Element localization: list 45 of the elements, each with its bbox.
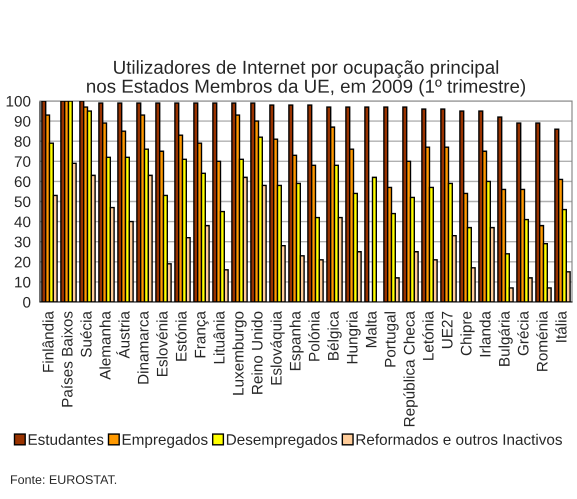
y-tick-label: 30 — [14, 236, 30, 248]
x-tick-label: Bélgica — [327, 311, 342, 360]
legend-label: Reformados e outros Inactivos — [356, 434, 562, 445]
x-tick-label: Irlanda — [479, 311, 491, 356]
x-tick-label: Suécia — [80, 311, 92, 358]
x-tick-label: Chipre — [460, 312, 475, 356]
x-tick-label: Dinamarca — [137, 311, 149, 384]
y-tick-label: 100 — [6, 96, 30, 107]
x-tick-label: Luxemburgo — [232, 312, 247, 395]
y-tick-label: 60 — [14, 176, 30, 188]
y-tick-label: 90 — [14, 116, 30, 127]
x-tick-label: Espanha — [289, 311, 304, 370]
source-note: Fonte: EUROSTAT. — [11, 475, 116, 484]
x-tick-label: Estónia — [175, 311, 187, 361]
x-tick-label: Lituânia — [213, 311, 225, 364]
legend-label: Desempregados — [226, 434, 338, 448]
y-tick-label: 50 — [14, 196, 30, 208]
x-tick-label: Alemanha — [99, 311, 111, 380]
x-tick-label: Eslovénia — [156, 311, 168, 376]
x-tick-label: Malta — [365, 311, 377, 348]
y-tick-label: 0 — [23, 296, 30, 308]
x-tick-label: Portugal — [384, 312, 399, 367]
x-tick-label: República Checa — [403, 311, 418, 426]
x-tick-label: Letónia — [422, 311, 434, 360]
x-tick-label: França — [194, 311, 209, 358]
x-tick-label: Itália — [555, 311, 567, 342]
y-tick-label: 40 — [14, 216, 30, 228]
x-tick-label: Polónia — [308, 311, 320, 361]
legend-label: Estudantes — [28, 434, 104, 445]
y-tick-label: 20 — [14, 256, 30, 268]
x-tick-label: Reino Unido — [251, 312, 263, 394]
x-tick-label: Eslováquia — [270, 311, 285, 385]
x-tick-label: Finlândia — [42, 311, 54, 372]
chart-title: Utilizadores de Internet por ocupação principal nos Estados Membros da UE, em 2009 (1º trimestre) — [87, 60, 526, 97]
x-tick-label: Bulgária — [498, 311, 513, 366]
y-tick-label: 10 — [15, 276, 30, 288]
x-tick-label: Grécia — [517, 311, 529, 356]
y-tick-label: 70 — [14, 156, 30, 167]
legend-label: Empregados — [122, 434, 208, 448]
x-tick-label: Hungria — [346, 311, 361, 364]
x-tick-label: Áustria — [116, 311, 130, 359]
y-tick-label: 80 — [14, 136, 30, 147]
x-tick-label: Países Baixos — [61, 312, 73, 407]
x-tick-label: UE27 — [442, 312, 453, 348]
x-tick-label: Roménia — [536, 311, 548, 371]
